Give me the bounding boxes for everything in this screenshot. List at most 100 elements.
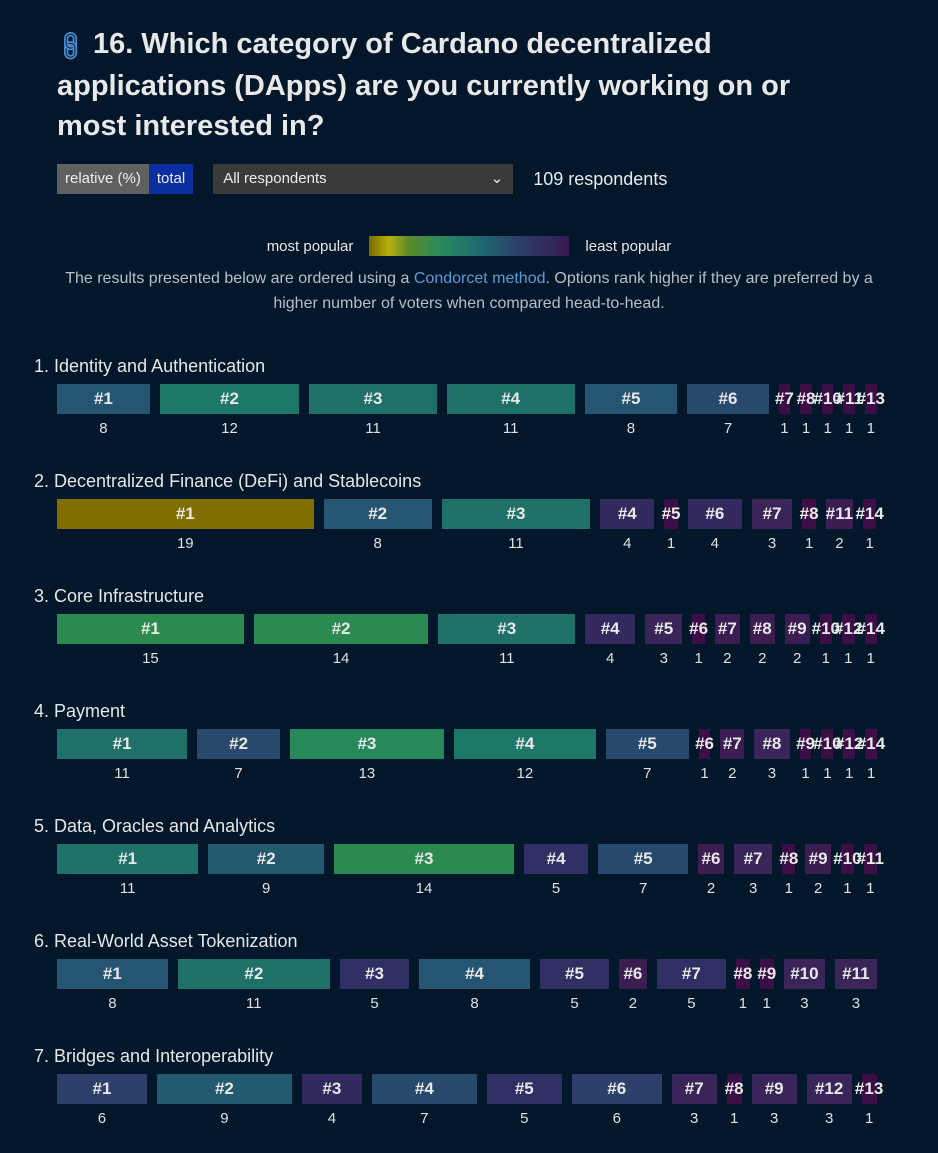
rank-label: #7 — [722, 734, 742, 753]
rank-segment[interactable]: #9 2 — [805, 844, 831, 897]
legend-least: least popular — [585, 237, 672, 255]
rank-segment[interactable]: #2 12 — [159, 384, 300, 437]
rank-segment[interactable]: #1 8 — [57, 959, 168, 1012]
rank-segment[interactable]: #3 11 — [309, 384, 437, 437]
rank-segment[interactable]: #8 1 — [779, 844, 799, 897]
rank-segment[interactable]: #3 14 — [334, 844, 514, 897]
rank-count: 12 — [221, 420, 238, 437]
rank-segment[interactable]: #12 1 — [834, 614, 862, 667]
rank-segment[interactable]: #3 13 — [290, 729, 444, 782]
rank-segment[interactable]: #7 2 — [720, 729, 745, 782]
rank-segment[interactable]: #10 1 — [812, 614, 840, 667]
rank-segment[interactable]: #6 1 — [689, 614, 708, 667]
rank-segment[interactable]: #6 7 — [687, 384, 769, 437]
rank-bar: #1 11 #2 7 #3 13 #4 12 #5 7 #6 1 #7 2 #8 3 #9 1 #10 1 #12 1 #1… — [57, 729, 899, 782]
rank-segment[interactable]: #7 1 — [775, 384, 794, 437]
rank-segment[interactable]: #8 1 — [733, 959, 752, 1012]
rank-segment[interactable]: #13 1 — [855, 1074, 883, 1127]
respondent-filter-select[interactable]: All respondents ⌄ — [213, 164, 514, 194]
rank-segment[interactable]: #4 4 — [585, 614, 636, 667]
rank-segment[interactable]: #2 8 — [323, 499, 432, 552]
rank-segment[interactable]: #6 2 — [698, 844, 724, 897]
rank-segment[interactable]: #12 1 — [835, 729, 863, 782]
rank-segment[interactable]: #4 7 — [371, 1074, 477, 1127]
total-toggle[interactable]: total — [148, 164, 194, 194]
rank-segment[interactable]: #6 2 — [619, 959, 647, 1012]
rank-segment[interactable]: #8 1 — [800, 499, 819, 552]
rank-segment[interactable]: #1 15 — [57, 614, 244, 667]
rank-segment[interactable]: #6 1 — [695, 729, 714, 782]
rank-label: #3 — [363, 389, 383, 408]
rank-label: #3 — [414, 849, 434, 868]
rank-segment[interactable]: #5 1 — [662, 499, 681, 552]
rank-segment[interactable]: #14 1 — [857, 614, 885, 667]
rank-segment[interactable]: #12 3 — [806, 1074, 852, 1127]
rank-segment[interactable]: #2 7 — [197, 729, 280, 782]
rank-segment[interactable]: #2 14 — [253, 614, 429, 667]
rank-label: #11 — [825, 504, 854, 523]
rank-segment[interactable]: #8 3 — [754, 729, 790, 782]
rank-segment[interactable]: #8 1 — [725, 1074, 744, 1127]
rank-segment[interactable]: #4 12 — [453, 729, 596, 782]
rank-segment[interactable]: #14 1 — [857, 729, 885, 782]
rank-segment[interactable]: #4 5 — [523, 844, 589, 897]
rank-segment[interactable]: #9 1 — [757, 959, 776, 1012]
rank-count: 2 — [706, 880, 716, 897]
rank-segment[interactable]: #4 11 — [446, 384, 575, 437]
rank-segment[interactable]: #5 5 — [486, 1074, 562, 1127]
rank-segment[interactable]: #5 7 — [605, 729, 689, 782]
rank-segment[interactable]: #9 3 — [751, 1074, 797, 1127]
rank-label: #13 — [854, 1079, 884, 1098]
rank-segment[interactable]: #8 2 — [749, 614, 775, 667]
rank-segment[interactable]: #8 1 — [797, 384, 815, 437]
rank-segment[interactable]: #10 1 — [833, 844, 862, 897]
rank-count: 3 — [690, 1110, 699, 1127]
link-icon[interactable]: 🔗︎ — [51, 26, 90, 65]
relative-toggle[interactable]: relative (%) — [57, 164, 149, 194]
rank-segment[interactable]: #4 4 — [600, 499, 655, 552]
rank-segment[interactable]: #1 8 — [57, 384, 150, 437]
rank-segment[interactable]: #1 19 — [57, 499, 314, 552]
rank-segment[interactable]: #7 2 — [714, 614, 740, 667]
rank-segment[interactable]: #3 11 — [441, 499, 591, 552]
rank-segment[interactable]: #2 11 — [177, 959, 330, 1012]
rank-segment[interactable]: #11 3 — [835, 959, 877, 1012]
rank-segment[interactable]: #5 8 — [584, 384, 678, 437]
rank-segment[interactable]: #3 5 — [339, 959, 410, 1012]
rank-segment[interactable]: #9 2 — [784, 614, 810, 667]
rank-segment[interactable]: #5 5 — [539, 959, 610, 1012]
rank-count: 3 — [824, 1110, 834, 1127]
condorcet-link[interactable]: Condorcet method — [413, 270, 546, 287]
rank-segment[interactable]: #4 8 — [419, 959, 530, 1012]
rank-segment[interactable]: #10 1 — [813, 384, 842, 437]
rank-segment[interactable]: #6 6 — [571, 1074, 662, 1127]
rank-segment[interactable]: #7 3 — [751, 499, 793, 552]
rank-segment[interactable]: #3 4 — [301, 1074, 362, 1127]
rank-segment[interactable]: #2 9 — [156, 1074, 292, 1127]
rank-count: 1 — [780, 420, 789, 437]
rank-segment[interactable]: #1 6 — [57, 1074, 147, 1127]
rank-segment[interactable]: #10 3 — [783, 959, 826, 1012]
rank-segment[interactable]: #2 9 — [208, 844, 325, 897]
rank-count: 1 — [866, 650, 875, 667]
rank-segment[interactable]: #3 11 — [438, 614, 576, 667]
rank-segment[interactable]: #7 5 — [656, 959, 726, 1012]
rank-segment[interactable]: #14 1 — [855, 499, 884, 552]
rank-segment[interactable]: #5 3 — [645, 614, 683, 667]
desc-pre: The results presented below are ordered … — [65, 270, 414, 287]
rank-segment[interactable]: #6 4 — [687, 499, 742, 552]
rank-segment[interactable]: #7 3 — [671, 1074, 717, 1127]
rank-segment[interactable]: #11 2 — [825, 499, 854, 552]
rank-segment[interactable]: #10 1 — [813, 729, 842, 782]
rank-label: #8 — [779, 849, 799, 868]
rank-segment[interactable]: #5 7 — [598, 844, 689, 897]
desc-post: . Options rank higher if they are prefer… — [273, 270, 873, 312]
rank-segment[interactable]: #9 1 — [796, 729, 815, 782]
rank-segment[interactable]: #7 3 — [733, 844, 773, 897]
rank-label: #4 — [414, 1079, 434, 1098]
rank-segment[interactable]: #13 1 — [857, 384, 885, 437]
